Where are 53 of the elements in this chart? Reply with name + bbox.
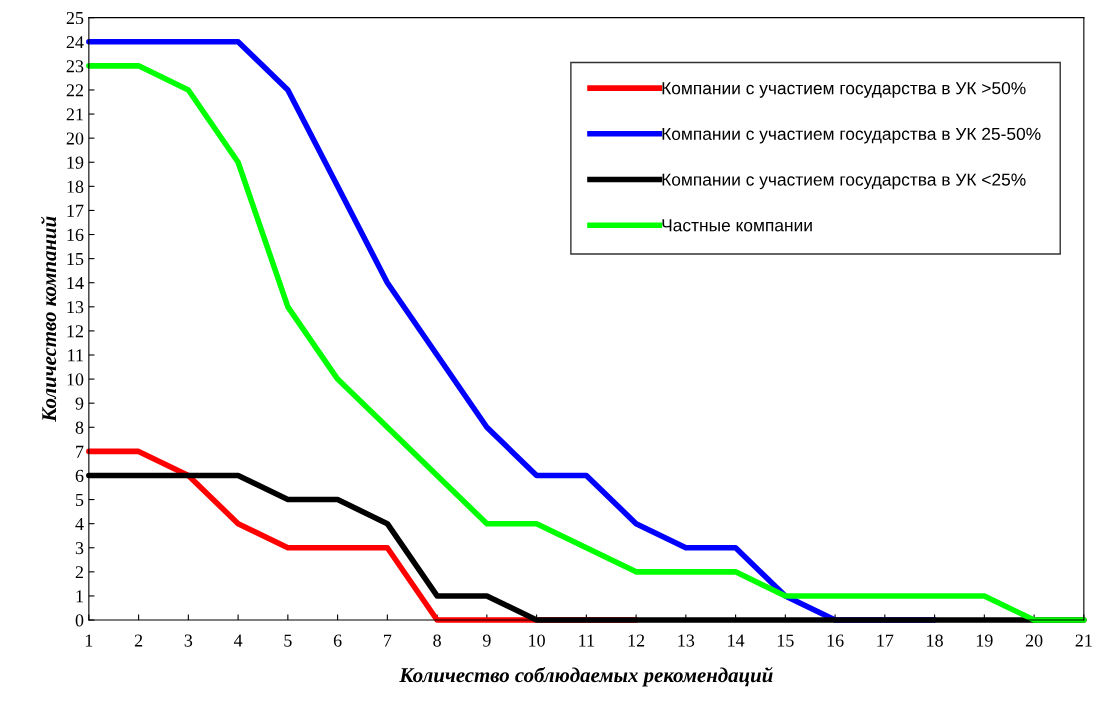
x-tick-label: 11 xyxy=(579,634,594,647)
y-tick-label: 8 xyxy=(75,421,84,434)
x-tick-label: 14 xyxy=(728,634,745,647)
x-tick-label: 10 xyxy=(529,634,545,647)
y-tick-label: 14 xyxy=(67,277,84,289)
y-axis-title: Количество компаний xyxy=(40,216,57,422)
y-tick-label: 11 xyxy=(68,349,83,362)
y-tick-label: 3 xyxy=(75,542,84,555)
y-tick-label: 22 xyxy=(66,84,83,97)
x-tick-label: 4 xyxy=(233,634,243,647)
y-tick-label: 18 xyxy=(67,180,84,193)
y-tick-label: 7 xyxy=(76,445,84,458)
y-tick-label: 4 xyxy=(75,518,84,530)
legend-label: Компании с участием государства в УК 25-50% xyxy=(662,127,1041,144)
x-axis-title: Количество соблюдаемых рекомендаций xyxy=(399,666,773,687)
x-tick-label: 21 xyxy=(1075,634,1092,647)
y-tick-label: 2 xyxy=(75,566,83,579)
y-tick-label: 25 xyxy=(66,11,84,25)
x-tick-label: 1 xyxy=(85,634,93,647)
y-tick-label: 10 xyxy=(67,373,84,386)
y-tick-label: 1 xyxy=(76,590,83,603)
y-tick-label: 24 xyxy=(66,36,84,49)
y-tick-label: 16 xyxy=(67,228,84,241)
x-tick-label: 12 xyxy=(628,634,645,647)
x-tick-label: 8 xyxy=(433,634,441,647)
x-tick-label: 3 xyxy=(184,634,193,647)
x-tick-label: 17 xyxy=(877,634,894,647)
y-tick-label: 0 xyxy=(75,614,84,627)
x-tick-label: 7 xyxy=(384,634,392,647)
x-tick-label: 6 xyxy=(333,634,342,647)
x-tick-label: 18 xyxy=(927,634,943,647)
x-tick-label: 13 xyxy=(678,634,695,647)
x-tick-label: 15 xyxy=(777,634,794,647)
legend-label: Частные компании xyxy=(662,219,812,232)
y-tick-label: 20 xyxy=(66,132,84,145)
legend-label: Компании с участием государства в УК <25% xyxy=(662,173,1026,190)
x-tick-label: 20 xyxy=(1025,634,1043,647)
y-tick-label: 12 xyxy=(67,325,83,338)
y-tick-label: 5 xyxy=(76,494,84,507)
y-tick-label: 19 xyxy=(67,156,84,169)
y-tick-label: 23 xyxy=(66,60,84,73)
y-tick-label: 9 xyxy=(75,397,84,410)
y-tick-label: 21 xyxy=(66,108,83,121)
y-tick-label: 17 xyxy=(67,204,84,217)
y-tick-label: 6 xyxy=(75,469,84,482)
y-tick-label: 13 xyxy=(67,301,84,314)
y-tick-label: 15 xyxy=(67,252,84,266)
x-tick-label: 5 xyxy=(284,634,292,647)
x-tick-label: 19 xyxy=(976,634,993,647)
x-tick-label: 16 xyxy=(827,634,844,647)
legend-label: Компании с участием государства в УК >50% xyxy=(662,82,1026,98)
x-tick-label: 2 xyxy=(134,634,143,647)
x-tick-label: 9 xyxy=(482,634,491,647)
